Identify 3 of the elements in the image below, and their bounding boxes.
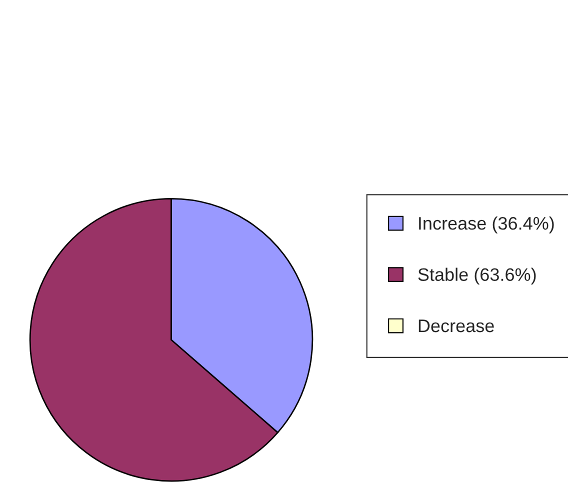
legend-label: Stable (63.6%) — [418, 268, 536, 285]
legend-label: Decrease — [418, 320, 494, 332]
legend-label: Increase (36.4%) — [419, 216, 554, 234]
